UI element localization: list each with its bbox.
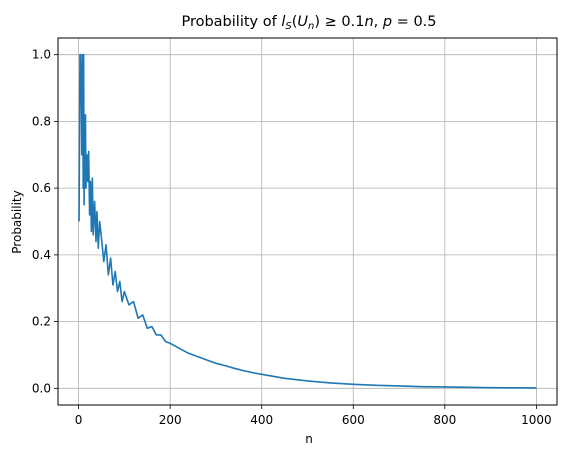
y-axis-label: Probability (10, 190, 24, 253)
series-line (78, 53, 537, 389)
y-tick-label: 1.0 (32, 48, 51, 62)
y-tick-label: 0.4 (32, 248, 51, 262)
plot-frame (57, 37, 558, 406)
x-tick-label: 600 (342, 413, 365, 427)
x-tick-label: 800 (433, 413, 456, 427)
y-tick-label: 0.8 (32, 114, 51, 128)
y-tick-label: 0.6 (32, 181, 51, 195)
x-tick-label: 200 (159, 413, 182, 427)
data-series (78, 53, 537, 389)
y-tick-label: 0.0 (32, 381, 51, 395)
x-tick-label: 1000 (521, 413, 552, 427)
y-tick-label: 0.2 (32, 315, 51, 329)
chart-title: Probability of lS(Un) ≥ 0.1n, p = 0.5 (181, 14, 436, 32)
x-axis-label: n (305, 432, 313, 446)
x-tick-label: 0 (75, 413, 83, 427)
x-tick-label: 400 (250, 413, 273, 427)
ticks: 0 200 400 600 800 1000 0.0 0.2 0.4 0.6 0.8 1.0 (32, 48, 552, 427)
